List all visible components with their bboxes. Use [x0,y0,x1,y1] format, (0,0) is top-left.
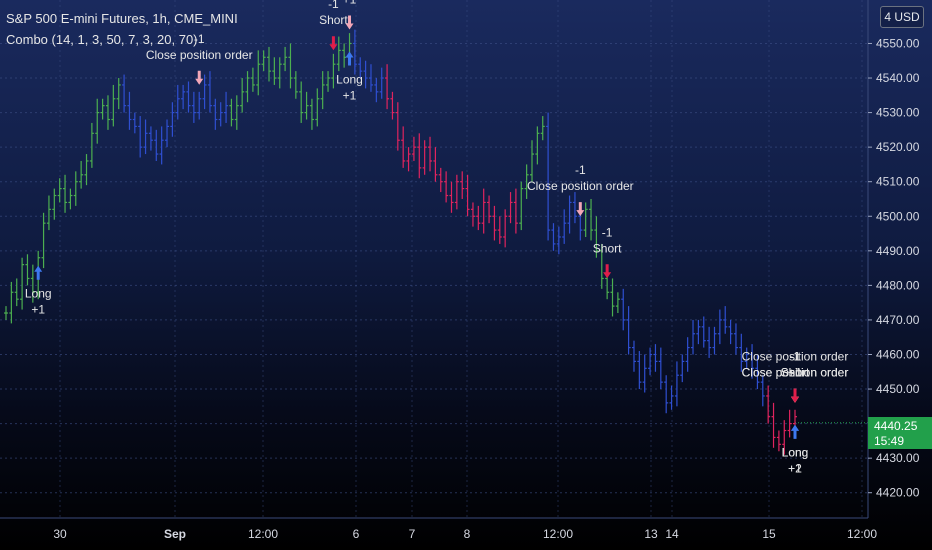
symbol-title[interactable]: S&P 500 E-mini Futures, 1h, CME_MINI [6,11,238,26]
marker-label-top: Long [336,72,363,86]
price-tick-label: 4530.00 [876,106,920,120]
marker-label-top: Long [782,446,809,460]
time-tick-label: 8 [464,527,471,541]
marker-label-bottom: +1 [788,462,802,476]
price-tick-label: 4470.00 [876,313,920,327]
marker-label-bottom: Close position order [742,366,849,380]
time-tick-label: Sep [164,527,186,541]
price-tick-label: 4430.00 [876,451,920,465]
close-arrow-icon [195,70,204,85]
long-arrow-icon [345,51,354,66]
price-tick-label: 4550.00 [876,36,920,50]
marker-label-top: -1 [602,225,613,239]
long-arrow-icon [34,265,43,280]
marker-label-top: -1 [575,163,586,177]
marker-label-bottom: +1 [343,88,357,102]
time-axis[interactable]: 30 Sep 12:00 6 7 8 12:00 13 14 15 12:00 [0,517,877,541]
time-tick-label: 15 [762,527,776,541]
bar-countdown: 15:49 [874,434,905,448]
marker-label-bottom: +2 [788,462,802,476]
marker-label-top: -1 [790,350,801,364]
time-tick-label: 12:00 [543,527,573,541]
currency-button[interactable]: 4 USD [880,6,924,28]
close-arrow-icon [345,15,354,30]
short-arrow-icon [329,36,338,51]
ohlc-bars [4,29,797,455]
marker-label-bottom: +1 [343,0,357,6]
price-tick-label: 4460.00 [876,347,920,361]
short-arrow-icon [603,264,612,279]
last-price-value: 4440.25 [874,419,918,433]
marker-label-top: Close position order [742,350,849,364]
indicator-title[interactable]: Combo (14, 1, 3, 50, 7, 3, 20, 70) [6,32,198,47]
marker-label-bottom: Close position order [146,48,253,62]
marker-label-bottom: +1 [788,366,802,380]
short-arrow-icon [791,388,799,403]
marker-label-top: -1 [790,350,801,364]
price-tick-label: 4520.00 [876,140,920,154]
price-tick-label: 4540.00 [876,71,920,85]
time-tick-label: 12:00 [847,527,877,541]
price-tick-label: 4420.00 [876,486,920,500]
marker-label-bottom: Close position order [527,179,634,193]
close-arrow-icon [576,202,585,217]
marker-label-top: -1 [194,32,205,46]
grid [0,0,868,518]
marker-label-bottom: Short [593,241,622,255]
price-tick-label: 4480.00 [876,278,920,292]
long-arrow-icon [791,424,799,439]
marker-label-top: -1 [328,0,339,11]
marker-label-top: Long [782,446,809,460]
marker-label-top: Long [25,287,52,301]
marker-label-top: -1 [790,350,801,364]
legend: S&P 500 E-mini Futures, 1h, CME_MINI Com… [6,8,238,50]
marker-label-bottom: Short [781,366,810,380]
price-tick-label: 4510.00 [876,175,920,189]
price-tick-label: 4490.00 [876,244,920,258]
marker-label-bottom: +1 [31,303,45,317]
time-tick-label: 14 [665,527,679,541]
time-tick-label: 6 [353,527,360,541]
time-tick-label: 12:00 [248,527,278,541]
marker-label-bottom: Short [319,13,348,27]
last-price-tag: 4440.25 15:49 [868,417,932,449]
price-tick-label: 4500.00 [876,209,920,223]
marker-label-bottom: Close position order [742,366,849,380]
time-tick-label: 30 [53,527,67,541]
time-tick-label: 13 [644,527,658,541]
price-tick-label: 4450.00 [876,382,920,396]
time-tick-label: 7 [409,527,416,541]
marker-label-bottom: Short [781,366,810,380]
